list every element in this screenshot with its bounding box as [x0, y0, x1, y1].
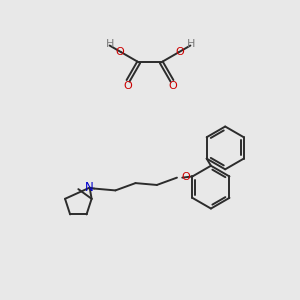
Text: O: O — [176, 46, 184, 57]
Text: O: O — [168, 81, 177, 91]
Text: H: H — [106, 39, 114, 49]
Text: O: O — [116, 46, 124, 57]
Text: O: O — [182, 172, 190, 182]
Text: N: N — [85, 181, 94, 194]
Text: H: H — [187, 39, 195, 49]
Text: O: O — [123, 81, 132, 91]
